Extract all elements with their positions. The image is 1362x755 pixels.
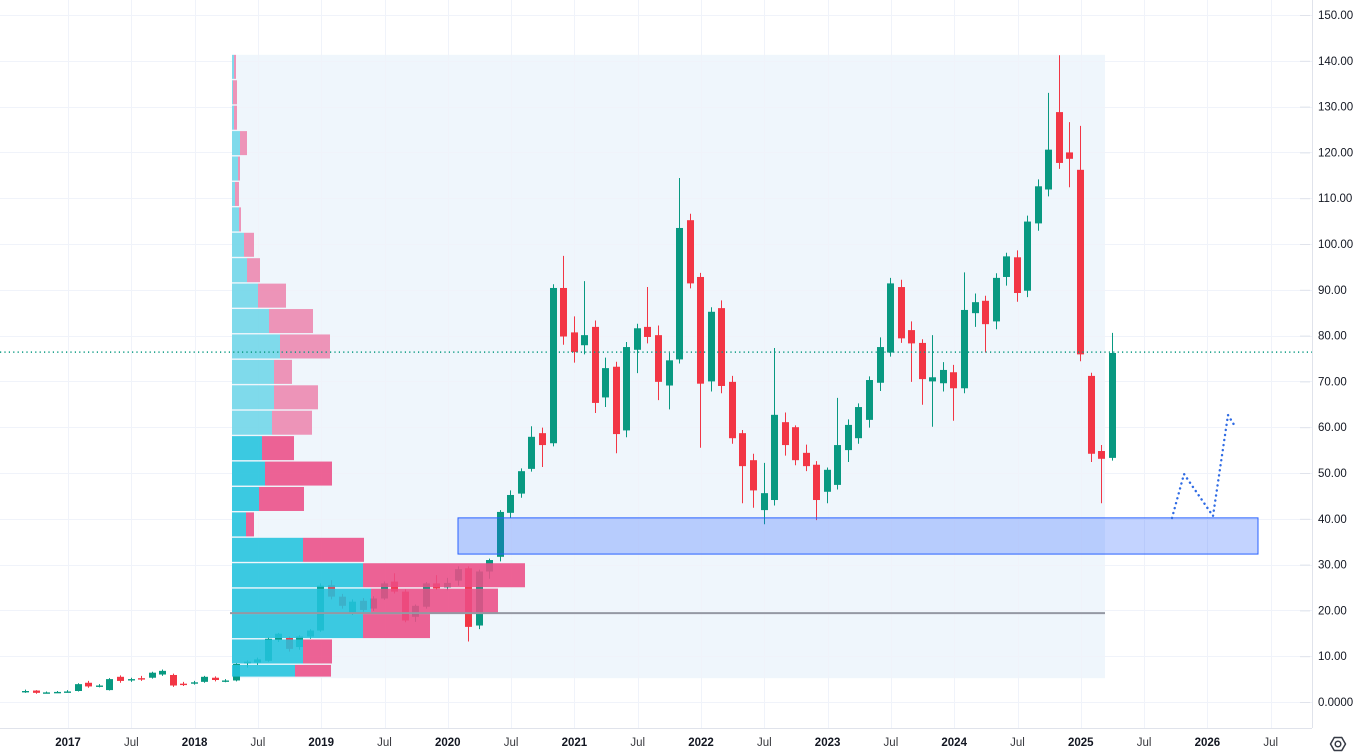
svg-text:2022: 2022 [688, 737, 714, 749]
svg-text:80.00: 80.00 [1318, 331, 1347, 343]
svg-text:2024: 2024 [941, 737, 967, 749]
svg-text:2018: 2018 [182, 737, 208, 749]
svg-text:140.00: 140.00 [1318, 56, 1353, 68]
svg-text:2020: 2020 [435, 737, 461, 749]
svg-text:Jul: Jul [504, 737, 519, 749]
svg-text:60.00: 60.00 [1318, 422, 1347, 434]
svg-text:Jul: Jul [251, 737, 266, 749]
time-axis[interactable]: 2017 Jul 2018 Jul 2019 Jul 2020 Jul 2021 Jul 2022 J… [0, 728, 1362, 755]
svg-text:100.00: 100.00 [1318, 239, 1353, 251]
svg-text:2023: 2023 [815, 737, 841, 749]
svg-text:150.00: 150.00 [1318, 10, 1353, 22]
svg-text:30.00: 30.00 [1318, 560, 1347, 572]
svg-text:Jul: Jul [124, 737, 139, 749]
svg-text:Jul: Jul [884, 737, 899, 749]
freehand-projection-drawing[interactable] [1170, 413, 1238, 520]
svg-text:2019: 2019 [308, 737, 334, 749]
svg-text:Jul: Jul [1263, 737, 1278, 749]
svg-text:130.00: 130.00 [1318, 102, 1353, 114]
rectangle-zone-drawing[interactable] [457, 517, 1259, 555]
svg-text:50.00: 50.00 [1318, 468, 1347, 480]
svg-text:Jul: Jul [630, 737, 645, 749]
svg-text:2021: 2021 [562, 737, 588, 749]
svg-text:20.00: 20.00 [1318, 605, 1347, 617]
svg-text:Jul: Jul [1010, 737, 1025, 749]
svg-text:2025: 2025 [1068, 737, 1094, 749]
svg-text:110.00: 110.00 [1318, 193, 1352, 205]
svg-text:Jul: Jul [1137, 737, 1152, 749]
svg-text:90.00: 90.00 [1318, 285, 1347, 297]
svg-text:40.00: 40.00 [1318, 514, 1347, 526]
svg-text:10.00: 10.00 [1318, 651, 1347, 663]
svg-text:0.0000: 0.0000 [1318, 697, 1353, 709]
svg-text:2017: 2017 [55, 737, 81, 749]
price-axis[interactable]: 150.00 140.00 130.00 120.00 110.00 100.00 90.0… [1300, 0, 1362, 755]
svg-text:120.00: 120.00 [1318, 147, 1353, 159]
svg-text:70.00: 70.00 [1318, 376, 1347, 388]
svg-text:Jul: Jul [757, 737, 772, 749]
svg-text:2026: 2026 [1195, 737, 1221, 749]
svg-text:Jul: Jul [377, 737, 392, 749]
volume-profile-layer [232, 54, 525, 677]
settings-gear-icon[interactable] [1329, 736, 1347, 752]
